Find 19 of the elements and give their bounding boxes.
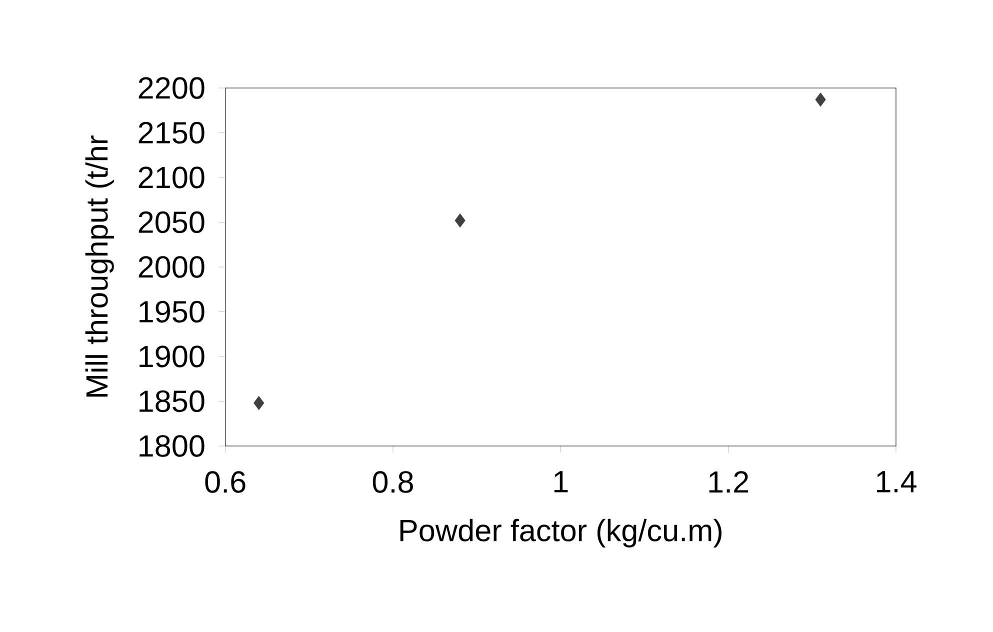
x-axis-title: Powder factor (kg/cu.m) (400, 518, 722, 548)
y-tick-label: 2000 (138, 256, 204, 278)
point (254, 396, 264, 410)
x-tick-label: 0.6 (205, 471, 246, 493)
y-tick-label: 2200 (138, 77, 204, 99)
y-tick-label: 2100 (138, 166, 204, 188)
point (454, 214, 466, 228)
y-tick-label: 1850 (140, 390, 204, 412)
x-tick-label: 1.4 (877, 471, 916, 492)
y-tick-label: 1950 (140, 300, 204, 323)
x-tick-label: 0.8 (372, 471, 413, 493)
y-axis-title: Mill throughput (t/hr (85, 135, 114, 397)
y-tick-label: 2050 (138, 211, 204, 234)
x-tick-label: 1.2 (709, 471, 748, 493)
y-tick-label: 1900 (140, 346, 204, 368)
point (815, 92, 826, 107)
x-tick-label: 1 (554, 471, 568, 492)
y-tick-label: 1800 (140, 435, 204, 457)
y-tick-label: 2150 (138, 122, 204, 144)
